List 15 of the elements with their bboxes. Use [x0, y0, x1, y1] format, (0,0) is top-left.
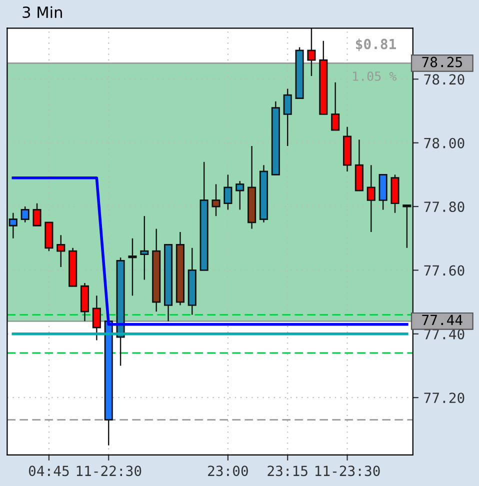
- y-tick-label: 78.20: [424, 74, 464, 85]
- y-tick-label: 78.00: [424, 138, 464, 148]
- x-tick-label: 11-22:30: [76, 466, 142, 476]
- y-tick-label: 77.80: [424, 202, 464, 212]
- annotation: 1.05 %: [353, 71, 396, 81]
- ref-line-label: 78.25: [422, 56, 462, 68]
- y-tick-label: 77.60: [424, 265, 464, 276]
- ref-line-label: 77.44: [422, 314, 462, 326]
- y-tick-label: 77.20: [424, 392, 464, 404]
- x-tick-label: 23:15: [268, 466, 308, 476]
- x-tick-label: 04:45: [28, 466, 69, 476]
- annotation: $0.81: [356, 38, 396, 52]
- x-tick-label: 23:00: [208, 466, 248, 476]
- chart-title: 3 Min: [22, 6, 62, 18]
- x-tick-label: 11-23:30: [315, 466, 380, 476]
